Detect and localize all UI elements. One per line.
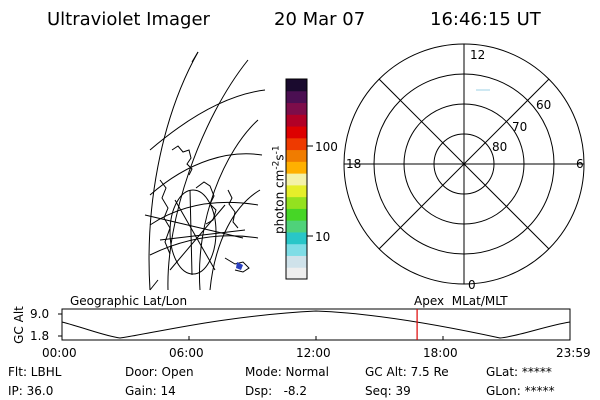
mode-status: Mode: Normal xyxy=(245,365,329,379)
timeline-x-tick-0000: 00:00 xyxy=(42,346,77,360)
colorbar-segment xyxy=(286,255,307,268)
gain-status: Gain: 14 xyxy=(125,384,176,398)
colorbar-segment xyxy=(286,243,307,256)
mlt-label-12: 12 xyxy=(470,48,486,62)
colorbar-tick-10: 10 xyxy=(315,230,331,244)
colorbar-segment xyxy=(286,90,307,104)
colorbar-segment xyxy=(286,114,307,127)
colorbar-segment xyxy=(286,79,307,92)
mlat-label-80: 80 xyxy=(492,140,508,154)
colorbar-segment xyxy=(286,267,307,280)
timeline-y-label: GC Alt xyxy=(12,306,26,344)
dsp-status: Dsp: -8.2 xyxy=(245,384,308,398)
filter-status: Flt: LBHL xyxy=(8,365,62,379)
seq-status: Seq: 39 xyxy=(365,384,411,398)
colorbar-segment xyxy=(286,208,307,221)
geo-map-title: Geographic Lat/Lon xyxy=(70,294,188,308)
glon-status: GLon: ***** xyxy=(486,384,555,398)
instrument-title: Ultraviolet Imager xyxy=(47,9,210,30)
mlat-label-60: 60 xyxy=(536,98,552,112)
colorbar-segment xyxy=(286,220,307,233)
mlt-label-6: 6 xyxy=(576,157,584,171)
colorbar-segment xyxy=(286,196,307,209)
timeline-y-tick-9: 9.0 xyxy=(30,307,50,321)
colorbar-segment xyxy=(286,126,307,139)
date-label: 20 Mar 07 xyxy=(274,9,366,30)
glat-status: GLat: ***** xyxy=(486,365,552,379)
colorbar-tick-100: 100 xyxy=(315,140,338,154)
colorbar-segment xyxy=(286,161,307,174)
colorbar-segment xyxy=(286,137,307,151)
colorbar-segment xyxy=(286,173,307,186)
timeline-x-tick-0600: 06:00 xyxy=(169,346,204,360)
colorbar-segment xyxy=(286,149,307,162)
timeline-y-tick-1-8: 1.8 xyxy=(30,329,50,343)
mlt-label-18: 18 xyxy=(346,157,362,171)
polar-title: Apex MLat/MLT xyxy=(414,294,508,308)
colorbar-segment xyxy=(286,184,307,198)
timeline-x-tick-2359: 23:59 xyxy=(556,346,591,360)
ip-status: IP: 36.0 xyxy=(8,384,54,398)
colorbar-segment xyxy=(286,102,307,115)
time-label: 16:46:15 UT xyxy=(430,9,541,30)
gc-alt-status: GC Alt: 7.5 Re xyxy=(365,365,449,379)
mlat-label-70: 70 xyxy=(512,120,528,134)
door-status: Door: Open xyxy=(125,365,194,379)
timeline-x-tick-1800: 18:00 xyxy=(423,346,458,360)
timeline-x-tick-1200: 12:00 xyxy=(296,346,331,360)
mlt-label-0: 0 xyxy=(468,278,476,292)
colorbar-segment xyxy=(286,231,307,245)
